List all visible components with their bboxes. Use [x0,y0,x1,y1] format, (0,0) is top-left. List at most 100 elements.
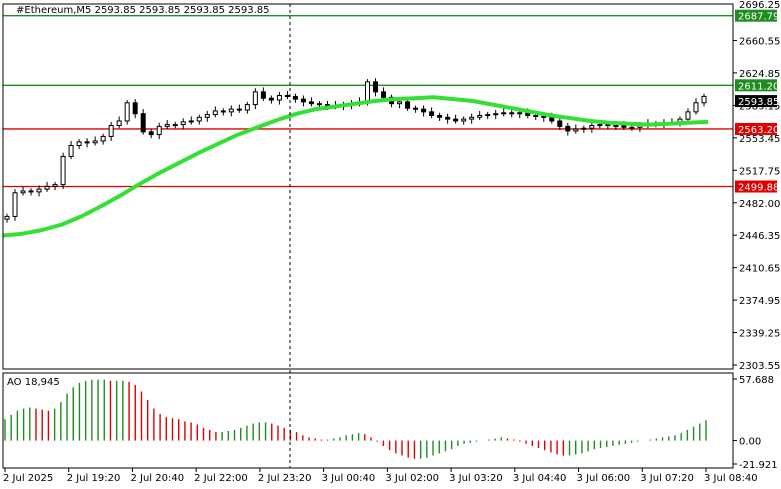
y-tick-label: 2660.55 [739,36,780,47]
candle-body [180,121,186,126]
candle-body [373,81,379,93]
candle-body [413,107,419,110]
candle-body [605,124,611,127]
candle-body [469,116,475,120]
candle-body [693,102,699,113]
candle-body [76,141,82,146]
candle-body [573,128,579,132]
candle-body [36,188,42,193]
y-tick-label: 2339.25 [739,329,780,340]
x-tick-label: 2 Jul 22:00 [194,473,248,484]
x-tick-label: 3 Jul 00:40 [322,473,376,484]
candle-body [164,124,170,127]
candle-body [252,91,258,106]
y-tick-label: 2303.55 [739,361,780,372]
candle-body [156,125,162,136]
candle-body [597,124,603,127]
candle-body [244,104,250,111]
candle-body [421,108,427,113]
candle-body [68,145,74,157]
ind-y-tick-label: -21.921 [739,460,778,471]
candle-body [613,125,619,127]
candle-body [4,215,10,220]
price-level-label: 2563.20 [738,125,779,136]
candle-body [116,120,122,126]
candle-body [12,192,18,217]
candle-body [204,114,210,118]
y-tick-label: 2517.75 [739,166,780,177]
candle-body [284,95,290,97]
y-tick-label: 2374.95 [739,296,780,307]
candle-body [260,91,266,99]
price-level-tag [735,180,777,193]
candle-body [308,101,314,105]
candle-body [365,81,371,103]
candle-body [445,116,451,120]
price-panel [2,15,733,238]
candle-body [44,185,50,190]
current-price-label: 2593.85 [738,97,779,108]
candle-body [557,120,563,127]
candle-body [60,155,66,186]
candle-body [541,115,547,118]
candle-body [493,113,499,116]
candle-body [517,112,523,115]
candle-body [381,91,387,98]
candle-body [100,135,106,142]
x-tick-label: 3 Jul 06:00 [577,473,631,484]
moving-average-line [2,95,709,238]
candle-body [589,125,595,129]
candle-body [292,95,298,100]
candle-body [629,126,635,129]
candle-body [437,115,443,118]
candle-body [316,103,322,106]
candle-body [124,102,130,122]
candle-body [92,140,98,144]
candle-body [397,101,403,105]
candle-body [20,190,26,194]
ao-indicator-panel [4,379,707,459]
y-tick-label: 2410.65 [739,264,780,275]
price-level-tag [735,122,777,135]
candle-body [509,112,515,115]
price-level-label: 2499.88 [738,183,779,194]
candle-body [276,95,282,101]
candle-body [701,95,707,104]
candle-body [220,110,226,113]
x-tick-label: 3 Jul 04:40 [513,473,567,484]
price-level-tag [735,79,777,92]
ind-y-tick-label: 57.688 [739,375,774,386]
x-tick-label: 2 Jul 23:20 [258,473,312,484]
x-tick-label: 3 Jul 08:40 [704,473,758,484]
price-level-label: 2611.20 [738,81,779,92]
y-tick-label: 2624.85 [739,69,780,80]
y-tick-label: 2446.35 [739,231,780,242]
price-panel-frame [2,3,734,370]
candle-body [268,97,274,101]
candle-body [196,116,202,122]
x-tick-label: 3 Jul 02:00 [385,473,439,484]
x-tick-label: 2 Jul 19:20 [67,473,121,484]
candle-body [108,125,114,137]
candle-body [685,111,691,120]
candle-body [300,98,306,103]
candle-body [405,101,411,109]
price-level-tag [735,9,777,22]
chart-title: #Ethereum,M5 2593.85 2593.85 2593.85 259… [16,5,270,16]
y-tick-label: 2696.25 [739,0,780,11]
x-tick-label: 2 Jul 2025 [3,473,53,484]
candle-body [501,112,507,115]
candle-body [461,118,467,122]
candle-body [52,184,58,187]
candle-body [140,113,146,133]
indicator-panel-frame [2,372,734,469]
candle-body [485,114,491,117]
candle-body [228,108,234,113]
x-tick-label: 3 Jul 03:20 [449,473,503,484]
candle-body [581,127,587,130]
candle-body [132,102,138,115]
candle-body [172,124,178,127]
y-tick-label: 2482.00 [739,199,780,210]
